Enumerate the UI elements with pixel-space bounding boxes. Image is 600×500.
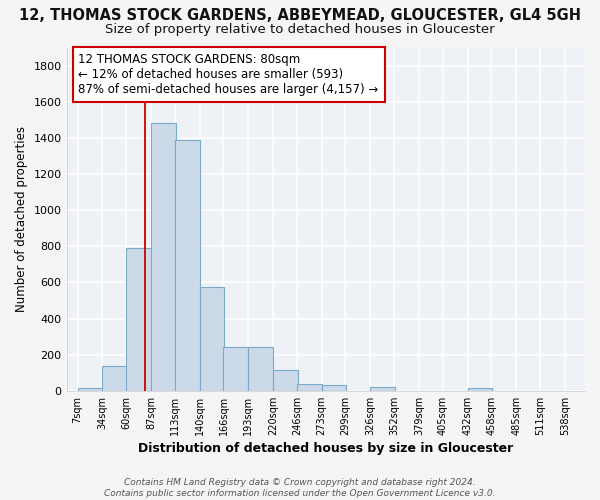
- Bar: [200, 287, 224, 391]
- X-axis label: Distribution of detached houses by size in Gloucester: Distribution of detached houses by size …: [138, 442, 514, 455]
- Bar: [370, 387, 395, 391]
- Bar: [467, 388, 493, 391]
- Bar: [126, 248, 151, 391]
- Text: 12 THOMAS STOCK GARDENS: 80sqm
← 12% of detached houses are smaller (593)
87% of: 12 THOMAS STOCK GARDENS: 80sqm ← 12% of …: [79, 53, 379, 96]
- Bar: [223, 346, 248, 391]
- Bar: [151, 124, 176, 391]
- Bar: [248, 346, 273, 391]
- Bar: [77, 388, 103, 391]
- Bar: [103, 366, 127, 391]
- Text: 12, THOMAS STOCK GARDENS, ABBEYMEAD, GLOUCESTER, GL4 5GH: 12, THOMAS STOCK GARDENS, ABBEYMEAD, GLO…: [19, 8, 581, 22]
- Text: Contains HM Land Registry data © Crown copyright and database right 2024.
Contai: Contains HM Land Registry data © Crown c…: [104, 478, 496, 498]
- Y-axis label: Number of detached properties: Number of detached properties: [15, 126, 28, 312]
- Text: Size of property relative to detached houses in Gloucester: Size of property relative to detached ho…: [105, 22, 495, 36]
- Bar: [175, 140, 200, 391]
- Bar: [322, 386, 346, 391]
- Bar: [273, 370, 298, 391]
- Bar: [297, 384, 322, 391]
